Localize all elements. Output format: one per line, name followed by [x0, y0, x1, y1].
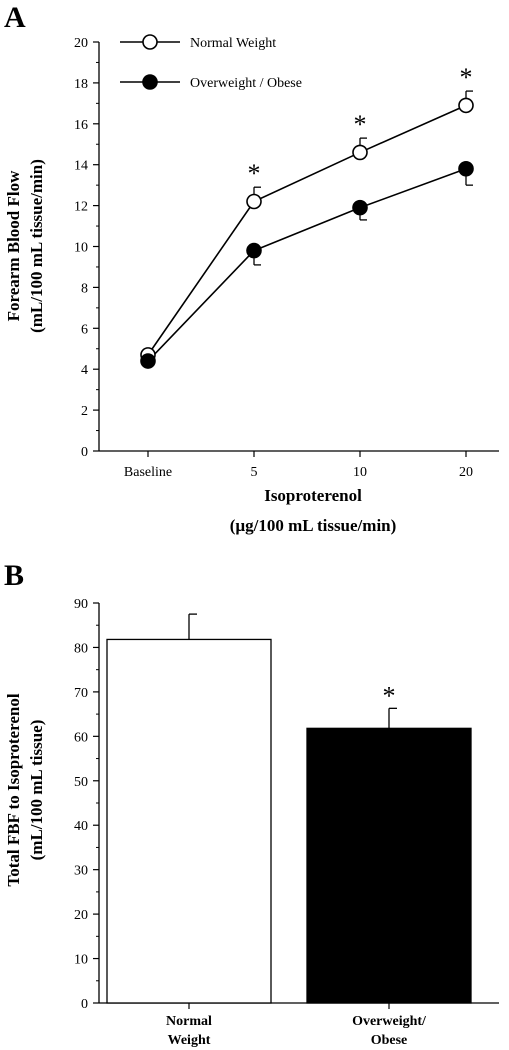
y-tick-label: 10 [74, 953, 88, 968]
x-tick-label: 20 [459, 465, 473, 480]
significance-marker: * [460, 63, 473, 92]
y-tick-label: 60 [74, 730, 88, 745]
x-tick-label: 10 [353, 465, 367, 480]
y-tick-label: 80 [74, 641, 88, 656]
y-tick-label: 90 [74, 597, 88, 612]
panel-b-bar-chart: 0 10 20 30 40 50 60 70 80 90 Total FBF to Isoprote… [4, 597, 499, 1048]
x-tick-label: 5 [251, 465, 258, 480]
y-tick-label: 8 [81, 281, 88, 296]
y-axis-subtitle: (mL/100 mL tissue/min) [27, 159, 46, 333]
y-axis-title: Forearm Blood Flow [4, 170, 23, 321]
series-line-1 [147, 104, 467, 356]
y-tick-label: 12 [74, 200, 88, 215]
y-tick-label: 18 [74, 77, 88, 92]
significance-marker: * [248, 159, 261, 188]
x-axis-subtitle: (µg/100 mL tissue/min) [230, 516, 397, 535]
x-category-label: Obese [371, 1033, 408, 1048]
significance-marker: * [354, 110, 367, 139]
legend-marker-2 [142, 74, 158, 90]
y-tick-label: 6 [81, 322, 88, 337]
y-tick-label: 20 [74, 908, 88, 923]
y-tick-label: 16 [74, 118, 88, 133]
y-axis-title: Total FBF to Isoproterenol [4, 693, 23, 886]
y-tick-label: 0 [81, 445, 88, 460]
y-tick-label: 0 [81, 997, 88, 1012]
data-point-series-1 [458, 97, 474, 114]
data-point-series-1 [246, 193, 262, 210]
legend-label-2: Overweight / Obese [190, 76, 302, 91]
legend-marker-1 [142, 34, 158, 50]
y-tick-label: 30 [74, 864, 88, 879]
bar-1 [106, 638, 272, 1004]
y-tick-label: 14 [74, 159, 88, 174]
y-tick-label: 4 [81, 363, 88, 378]
x-category-label: Overweight/ [352, 1014, 427, 1029]
panel-a-letter: A [4, 1, 26, 34]
data-point-series-1 [352, 144, 368, 161]
data-point-series-2 [458, 160, 474, 177]
x-category-label: Weight [168, 1033, 211, 1048]
bar-2 [306, 727, 472, 1004]
panel-a-line-chart: 0 2 4 6 8 10 12 14 16 18 20 Baseline 5 10 20 Isoprotere… [4, 34, 499, 535]
data-point-series-2 [140, 353, 156, 369]
x-tick-label: Baseline [124, 465, 172, 480]
x-category-label: Normal [166, 1014, 212, 1029]
data-point-series-2 [352, 199, 368, 216]
y-tick-label: 10 [74, 241, 88, 256]
series-line-2 [147, 168, 467, 362]
y-tick-label: 20 [74, 36, 88, 51]
data-point-series-2 [246, 242, 262, 259]
y-tick-label: 50 [74, 775, 88, 790]
y-axis-subtitle: (mL/100 mL tissue) [27, 720, 46, 861]
x-axis-title: Isoproterenol [264, 486, 362, 505]
significance-marker: * [383, 681, 396, 710]
y-tick-label: 2 [81, 404, 88, 419]
y-tick-label: 70 [74, 686, 88, 701]
y-tick-label: 40 [74, 819, 88, 834]
panel-b-letter: B [4, 559, 24, 592]
legend-label-1: Normal Weight [190, 36, 276, 51]
